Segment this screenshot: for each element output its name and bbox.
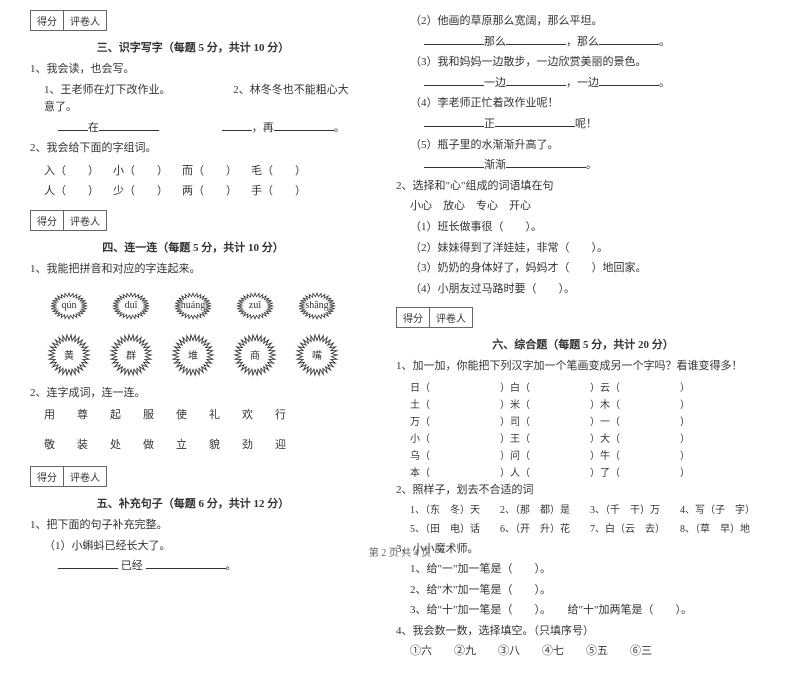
score-box-5: 得分 评卷人 [30, 466, 107, 487]
q6-2: 2、照样子，划去不合适的词 [396, 482, 770, 500]
pinyin-row: qúnduīhuángzuǐshāng [30, 287, 356, 325]
pinyin-sunburst: zuǐ [228, 287, 282, 325]
r-q2-1: （1）班长做事很（ ）。 [396, 219, 770, 237]
r-q2-opts: 小心 放心 专心 开心 [396, 198, 770, 216]
right-column: （2）他画的草原那么宽阔，那么平坦。 那么，那么。 （3）我和妈妈一边散步，一边… [396, 10, 770, 664]
score-box-4: 得分 评卷人 [30, 210, 107, 231]
pinyin-sunburst: shāng [290, 287, 344, 325]
r-l1b: 那么，那么。 [396, 34, 770, 52]
r-l4: （5）瓶子里的水渐渐升高了。 [396, 137, 770, 155]
lian1: 用尊起服使礼欢行 [44, 406, 356, 422]
char-sunburst: 堆 [171, 333, 215, 377]
q6-3-1: 1、给"一"加一笔是（ ）。 [396, 561, 770, 579]
q5-1: 1、把下面的句子补充完整。 [30, 517, 356, 535]
pinyin-sunburst: qún [42, 287, 96, 325]
r-l2b: 一边，一边。 [396, 75, 770, 93]
section-6-title: 六、综合题（每题 5 分，共计 20 分） [396, 336, 770, 352]
q6-3-2: 2、给"木"加一笔是（ ）。 [396, 582, 770, 600]
section-5-title: 五、补充句子（每题 6 分，共计 12 分） [30, 495, 356, 511]
q3-2: 2、我会给下面的字组词。 [30, 140, 356, 158]
q6-3-3: 3、给"十"加一笔是（ ）。 给"十"加两笔是（ ）。 [396, 602, 770, 620]
q5-1-1b: 已经 。 [30, 558, 356, 576]
score-label: 得分 [31, 11, 64, 30]
r-l3: （4）李老师正忙着改作业呢！ [396, 95, 770, 113]
hanzi-table: 日（）白（）云（）土（）米（）木（）万（）司（）一（）小（）王（）大（）乌（）问… [410, 379, 770, 479]
left-column: 得分 评卷人 三、识字写字（每题 5 分，共计 10 分） 1、我会读，也会写。… [30, 10, 356, 664]
char-row-1: 入（ ） 小（ ） 而（ ） 毛（ ） [44, 162, 356, 178]
r-l4b: 渐渐。 [396, 157, 770, 175]
r-l2: （3）我和妈妈一边散步，一边欣赏美丽的景色。 [396, 54, 770, 72]
q6-2-1: 1、（东 冬）天 2、（那 都）是 3、（千 干）万 4、写（子 字） [396, 503, 770, 519]
r-l3b: 正呢！ [396, 116, 770, 134]
char-sunburst: 商 [233, 333, 277, 377]
q3-1-blanks: 在 ，再。 [30, 120, 356, 138]
char-sunburst: 黄 [47, 333, 91, 377]
q6-1: 1、加一加，你能把下列汉字加一个笔画变成另一个字吗？看谁变得多！ [396, 358, 770, 376]
reviewer-label: 评卷人 [64, 11, 106, 30]
r-l1: （2）他画的草原那么宽阔，那么平坦。 [396, 13, 770, 31]
r-q2: 2、选择和"心"组成的词语填在句 [396, 178, 770, 196]
char-sunburst: 嘴 [295, 333, 339, 377]
lian2: 敬装处做立貌劲迎 [44, 436, 356, 452]
r-q2-4: （4）小朋友过马路时要（ ）。 [396, 281, 770, 299]
q3-1: 1、我会读，也会写。 [30, 61, 356, 79]
pinyin-sunburst: huáng [166, 287, 220, 325]
q6-2-2: 5、（田 电）话 6、（开 升）花 7、白（云 去） 8、（草 早）地 [396, 522, 770, 538]
q4-1: 1、我能把拼音和对应的字连起来。 [30, 261, 356, 279]
q3-1-1: 1、王老师在灯下改作业。 2、林冬冬也不能粗心大意了。 [30, 82, 356, 117]
pinyin-sunburst: duī [104, 287, 158, 325]
q4-2: 2、连字成词，连一连。 [30, 385, 356, 403]
q6-4-opts: ①六 ②九 ③八 ④七 ⑤五 ⑥三 [396, 643, 770, 661]
section-3-title: 三、识字写字（每题 5 分，共计 10 分） [30, 39, 356, 55]
score-box-6: 得分 评卷人 [396, 307, 473, 328]
section-4-title: 四、连一连（每题 5 分，共计 10 分） [30, 239, 356, 255]
r-q2-2: （2）妹妹得到了洋娃娃，非常（ ）。 [396, 240, 770, 258]
score-box-3: 得分 评卷人 [30, 10, 107, 31]
r-q2-3: （3）奶奶的身体好了，妈妈才（ ）地回家。 [396, 260, 770, 278]
q6-4: 4、我会数一数，选择填空。（只填序号） [396, 623, 770, 641]
char-sunburst-row: 黄群堆商嘴 [30, 333, 356, 377]
page-footer: 第 2 页 共 4 页 [0, 544, 800, 559]
char-row-2: 人（ ） 少（ ） 两（ ） 手（ ） [44, 182, 356, 198]
char-sunburst: 群 [109, 333, 153, 377]
